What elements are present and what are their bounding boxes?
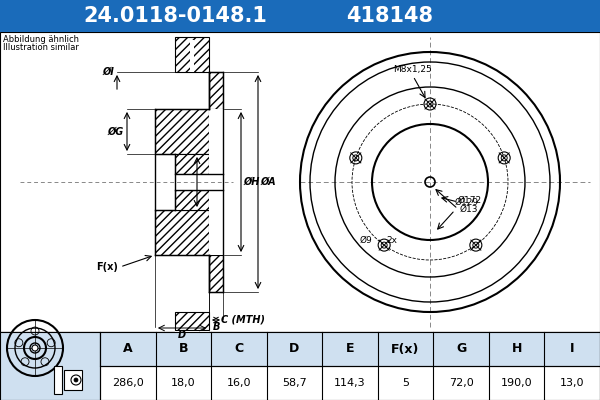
Text: D: D [178,330,186,340]
Bar [64,370,82,390]
Text: 286,0: 286,0 [112,378,143,388]
Text: H: H [511,342,522,356]
Bar [0,332,100,400]
Circle shape [32,345,38,351]
Text: 114,3: 114,3 [334,378,366,388]
Bar [0,332,600,400]
Bar [175,174,223,190]
Text: ØG: ØG [108,126,124,136]
Bar [175,37,209,72]
Text: ØE: ØE [180,177,195,187]
Text: Ø129: Ø129 [455,198,479,207]
Text: G: G [456,342,466,356]
Text: 5: 5 [402,378,409,388]
Circle shape [71,375,81,385]
Bar [0,32,600,332]
Text: A: A [123,342,133,356]
Text: D: D [289,342,299,356]
Text: 190,0: 190,0 [501,378,532,388]
Bar [209,109,223,255]
Bar [209,109,223,255]
Text: 418148: 418148 [347,6,433,26]
Text: C: C [235,342,244,356]
Text: 2x: 2x [386,236,397,245]
Bar [190,40,194,72]
Text: 13,0: 13,0 [560,378,584,388]
Text: F(x): F(x) [391,342,420,356]
Text: F(x): F(x) [96,262,118,272]
Text: 58,7: 58,7 [282,378,307,388]
Circle shape [74,378,78,382]
Text: Ø172: Ø172 [458,196,482,204]
Text: M8x1,25: M8x1,25 [394,65,433,74]
Text: 16,0: 16,0 [227,378,251,388]
Bar [155,210,209,255]
Text: C (MTH): C (MTH) [221,315,265,325]
Bar [54,366,62,394]
Text: ØH: ØH [243,177,259,187]
Bar [175,312,209,330]
Text: Ø13: Ø13 [460,204,479,214]
Text: 72,0: 72,0 [449,378,473,388]
Bar [175,255,209,332]
Text: Ø9: Ø9 [359,236,372,245]
Bar [175,190,209,210]
Text: ØI: ØI [102,67,114,77]
Text: Illustration similar: Illustration similar [3,43,79,52]
Text: Abbildung ähnlich: Abbildung ähnlich [3,35,79,44]
Text: ØA: ØA [260,177,275,187]
Text: 18,0: 18,0 [171,378,196,388]
Text: B: B [212,322,220,332]
Bar [209,72,223,109]
Text: 24.0118-0148.1: 24.0118-0148.1 [83,6,267,26]
Text: B: B [179,342,188,356]
Bar [0,0,600,32]
Text: E: E [346,342,354,356]
Bar [155,109,209,154]
Bar [100,332,600,366]
Text: I: I [570,342,574,356]
Bar [175,154,209,174]
Bar [209,255,223,292]
